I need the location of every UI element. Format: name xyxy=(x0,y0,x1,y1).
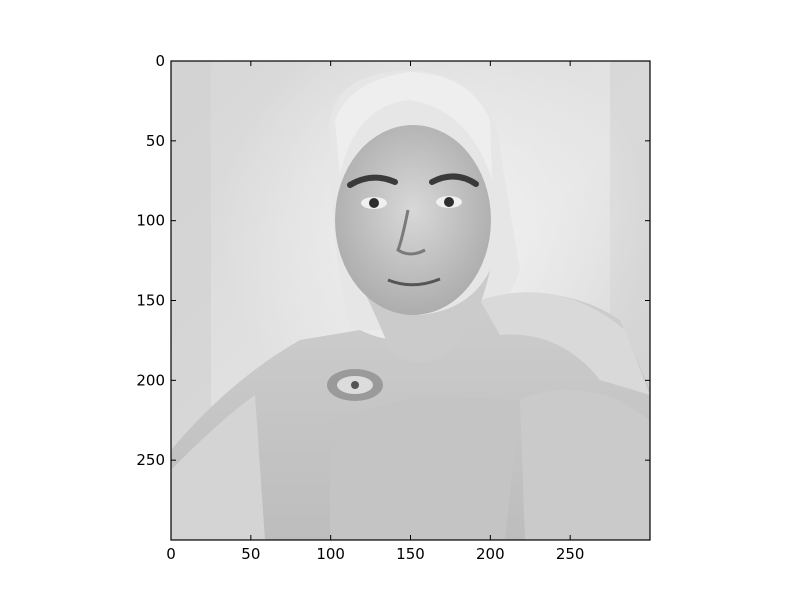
y-tick-label-150: 150 xyxy=(136,292,165,310)
x-tick-label-100: 100 xyxy=(316,545,345,563)
portrait-image xyxy=(171,61,650,540)
y-tick-label-200: 200 xyxy=(136,371,165,389)
x-tick-label-200: 200 xyxy=(476,545,505,563)
y-tick-label-0: 0 xyxy=(155,52,165,70)
x-tick-label-250: 250 xyxy=(556,545,585,563)
y-axis: 0 50 100 150 200 250 xyxy=(136,52,650,469)
x-axis: 0 50 100 150 200 250 xyxy=(166,61,584,563)
x-tick-label-0: 0 xyxy=(166,545,176,563)
brooch-clasp xyxy=(327,369,383,401)
y-tick-label-50: 50 xyxy=(146,132,165,150)
y-tick-label-250: 250 xyxy=(136,451,165,469)
x-tick-label-150: 150 xyxy=(396,545,425,563)
x-tick-label-50: 50 xyxy=(241,545,260,563)
y-tick-label-100: 100 xyxy=(136,212,165,230)
